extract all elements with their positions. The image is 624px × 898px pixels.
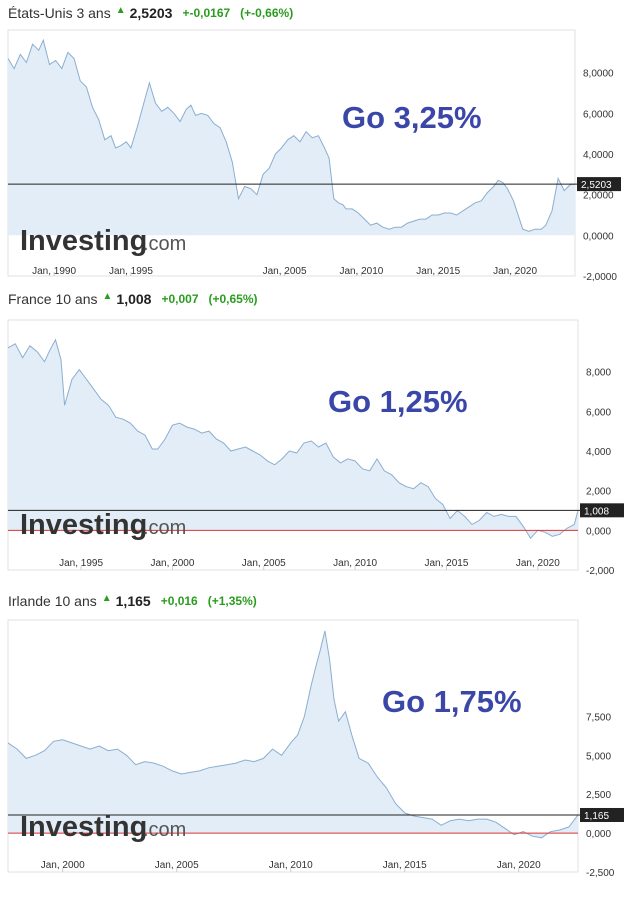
price-change-percent: (+0,65%)	[208, 292, 258, 306]
series-line	[7, 38, 576, 232]
chart-header: États-Unis 3 ans ▲ 2,5203 +-0,0167 (+-0,…	[8, 2, 293, 24]
series-area	[8, 630, 578, 838]
price-change: +0,007	[161, 292, 199, 306]
last-value-box	[580, 807, 624, 822]
investing-logo: Investing.com	[20, 811, 186, 843]
x-tick-label: Jan, 2020	[493, 266, 537, 277]
instrument-name[interactable]: Irlande 10 ans	[8, 593, 97, 609]
x-tick-label: Jan, 2015	[424, 558, 468, 569]
chart-annotation: Go 1,75%	[382, 684, 522, 719]
last-price: 1,008	[116, 291, 152, 307]
chart-svg[interactable]: Jan, 2000 Jan, 2005 Jan, 2010 Jan, 2015 Jan,…	[0, 614, 624, 898]
chart-annotation: Go 3,25%	[342, 100, 482, 135]
chart-header: Irlande 10 ans ▲ 1,165 +0,016 (+1,35%)	[8, 590, 257, 612]
y-tick-label: -2,500	[586, 868, 615, 879]
x-tick-label: Jan, 2005	[242, 558, 286, 569]
series-area	[8, 339, 578, 539]
chart-svg[interactable]: Jan, 1995 Jan, 2000 Jan, 2005 Jan, 2010 Jan,…	[0, 314, 624, 594]
y-tick-label: 2,000	[586, 487, 611, 498]
y-tick-label: 5,000	[586, 751, 611, 762]
y-tick-label: 0,0000	[583, 231, 614, 242]
y-tick-label: 8,000	[586, 368, 611, 379]
chart-svg[interactable]: Jan, 1990 Jan, 1995 Jan, 2005 Jan, 2010 Jan,…	[0, 24, 624, 288]
logo-brand: Investing	[20, 225, 147, 257]
y-tick-label: 4,000	[586, 447, 611, 458]
series-line	[7, 630, 579, 839]
y-tick-label: -2,000	[586, 566, 615, 577]
x-tick-label: Jan, 2000	[41, 860, 85, 871]
investing-logo: Investing.com	[20, 509, 186, 541]
logo-suffix: .com	[143, 819, 186, 841]
y-tick-label: -2,0000	[583, 272, 617, 283]
y-tick-label: 2,500	[586, 790, 611, 801]
last-value-label: 1,008	[584, 506, 609, 517]
up-arrow-icon: ▲	[102, 290, 113, 302]
chart-annotation: Go 1,25%	[328, 384, 468, 419]
instrument-name[interactable]: France 10 ans	[8, 291, 98, 307]
x-tick-label: Jan, 1995	[109, 266, 153, 277]
y-tick-label: 6,000	[586, 407, 611, 418]
last-value-box	[580, 503, 624, 518]
x-tick-label: Jan, 1995	[59, 558, 103, 569]
instrument-name[interactable]: États-Unis 3 ans	[8, 5, 111, 21]
price-change: +0,016	[160, 594, 198, 608]
x-tick-label: Jan, 2010	[269, 860, 313, 871]
last-value-label: 1,165	[584, 811, 609, 822]
y-tick-label: 8,0000	[583, 69, 614, 80]
last-value-label: 2,5203	[581, 180, 612, 191]
x-tick-label: Jan, 2015	[416, 266, 460, 277]
price-change: +-0,0167	[182, 6, 231, 20]
x-tick-label: Jan, 2005	[155, 860, 199, 871]
y-tick-label: 6,0000	[583, 109, 614, 120]
series-line	[7, 338, 579, 540]
last-price: 2,5203	[129, 5, 173, 21]
x-tick-label: Jan, 1990	[32, 266, 76, 277]
x-tick-label: Jan, 2000	[150, 558, 194, 569]
x-tick-label: Jan, 2010	[333, 558, 377, 569]
last-price: 1,165	[115, 593, 151, 609]
y-tick-label: 4,0000	[583, 150, 614, 161]
x-tick-label: Jan, 2015	[383, 860, 427, 871]
y-tick-label: 7,500	[586, 712, 611, 723]
logo-brand: Investing	[20, 509, 147, 541]
y-tick-label: 0,000	[586, 829, 611, 840]
x-tick-label: Jan, 2010	[339, 266, 383, 277]
x-tick-label: Jan, 2020	[516, 558, 560, 569]
y-tick-label: 0,000	[586, 526, 611, 537]
logo-brand: Investing	[20, 811, 147, 843]
last-value-box	[577, 177, 621, 192]
logo-suffix: .com	[143, 517, 186, 539]
chart-header: France 10 ans ▲ 1,008 +0,007 (+0,65%)	[8, 288, 258, 310]
up-arrow-icon: ▲	[115, 4, 126, 16]
x-tick-label: Jan, 2005	[263, 266, 307, 277]
logo-suffix: .com	[143, 233, 186, 255]
y-tick-label: 2,0000	[583, 191, 614, 202]
price-change-percent: (+1,35%)	[207, 594, 257, 608]
investing-logo: Investing.com	[20, 225, 186, 257]
price-change-percent: (+-0,66%)	[240, 6, 294, 20]
up-arrow-icon: ▲	[101, 592, 112, 604]
x-tick-label: Jan, 2020	[497, 860, 541, 871]
